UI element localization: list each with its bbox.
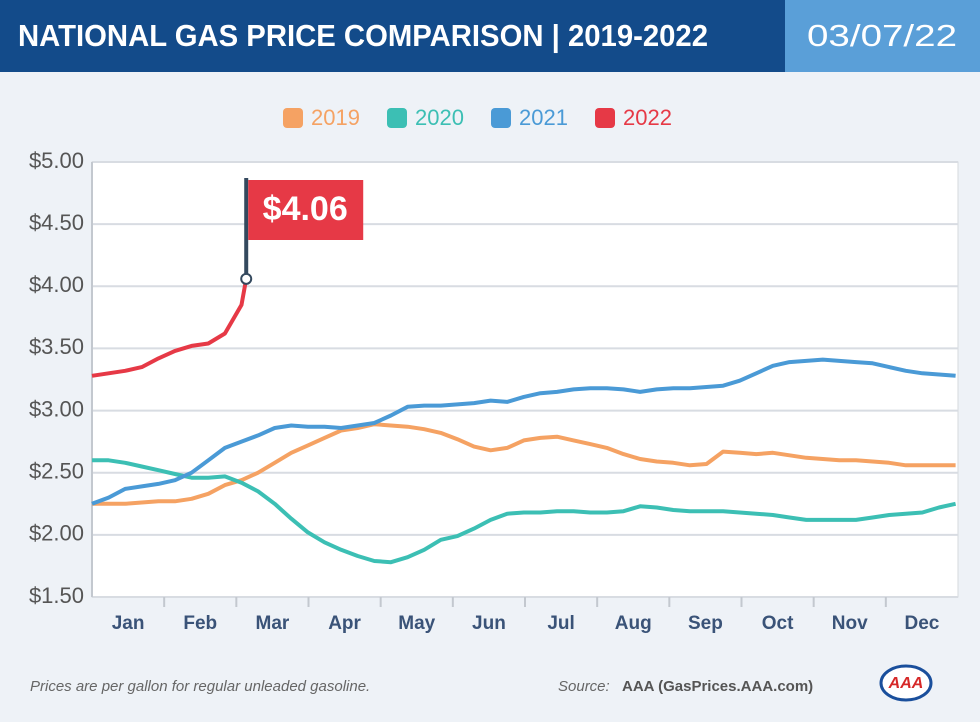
x-tick-label: Dec	[904, 613, 939, 634]
series-line	[91, 357, 956, 506]
date: 03/07/22	[807, 18, 957, 53]
source-label: Source:	[558, 678, 610, 695]
x-tick-label: Apr	[328, 613, 361, 634]
y-tick-label: $4.50	[29, 210, 84, 235]
point	[240, 272, 253, 285]
legend-swatch	[387, 108, 407, 128]
y-tick-label: $3.50	[29, 334, 84, 359]
flag	[248, 180, 364, 240]
y-tick-label: $5.00	[29, 148, 84, 173]
x-tick-label: May	[398, 613, 435, 634]
note: Prices are per gallon for regular unlead…	[30, 678, 370, 695]
y-tick-label: $2.00	[29, 521, 84, 546]
x-tick-label: Jun	[472, 613, 506, 634]
x-tick-label: Feb	[183, 613, 217, 634]
y-tick-label: $4.00	[29, 272, 84, 297]
x-tick-label: Mar	[256, 613, 290, 634]
legend-swatch	[595, 108, 615, 128]
y-tick-label: $3.00	[29, 396, 84, 421]
y-tick-label: $1.50	[29, 583, 84, 608]
date-box	[785, 0, 980, 72]
data-label: $4.06	[263, 190, 348, 228]
x-tick-label: Oct	[762, 613, 794, 634]
legend-label: 2019	[311, 105, 360, 130]
series-line	[91, 278, 249, 378]
legend-swatch	[283, 108, 303, 128]
legend-swatch	[491, 108, 511, 128]
logo: AAA	[879, 664, 933, 702]
chart-title: NATIONAL GAS PRICE COMPARISON | 2019-202…	[18, 18, 708, 53]
x-tick-label: Aug	[615, 613, 652, 634]
legend-label: 2020	[415, 105, 464, 130]
x-tick-label: Nov	[832, 613, 868, 634]
legend-label: 2022	[623, 105, 672, 130]
plot-area	[91, 161, 959, 598]
legend-label: 2021	[519, 105, 568, 130]
x-tick-label: Sep	[688, 613, 723, 634]
y-tick-label: $2.50	[29, 459, 84, 484]
x-tick-label: Jul	[547, 613, 574, 634]
logo-text: AAA	[888, 675, 924, 692]
series-line	[92, 458, 957, 565]
logo-ring	[879, 664, 933, 702]
x-tick-label: Jan	[112, 613, 145, 634]
source: AAA (GasPrices.AAA.com)	[622, 678, 813, 695]
